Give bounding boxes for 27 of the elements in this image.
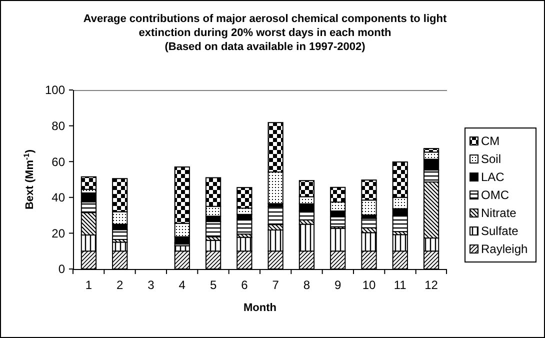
legend-label: Sulfate: [481, 224, 519, 238]
y-tick-label: 100: [44, 83, 66, 98]
x-axis-title: Month: [244, 302, 277, 314]
x-tick-label: 12: [424, 278, 438, 292]
x-tick-label: 6: [241, 278, 248, 292]
y-tick-label: 60: [52, 154, 66, 169]
legend-label: Soil: [481, 152, 502, 166]
legend-label: OMC: [481, 188, 510, 202]
x-tick-label: 4: [178, 278, 186, 292]
legend-label: Nitrate: [481, 206, 517, 220]
y-tick-label: 20: [52, 226, 66, 240]
x-tick-label: 10: [362, 278, 376, 292]
x-tick-label: 7: [272, 278, 280, 292]
legend-label: LAC: [481, 170, 505, 184]
y-tick-label: 0: [58, 262, 66, 276]
y-tick-label: 80: [52, 119, 66, 133]
x-tick-label: 9: [334, 278, 342, 292]
x-tick-label: 2: [116, 278, 124, 292]
chart-title: Average contributions of major aerosol chemical components to light extinction during 20% worst days in each month (Based on data available in 1997-2002): [83, 13, 447, 53]
x-tick-label: 5: [210, 278, 217, 292]
legend-label: Rayleigh: [481, 242, 528, 256]
x-tick-label: 11: [394, 278, 407, 292]
legend-label: CM: [481, 134, 500, 148]
x-tick-label: 1: [85, 278, 92, 292]
x-tick-label: 3: [148, 278, 155, 292]
x-tick-label: 8: [303, 278, 310, 292]
y-tick-label: 40: [52, 190, 66, 205]
